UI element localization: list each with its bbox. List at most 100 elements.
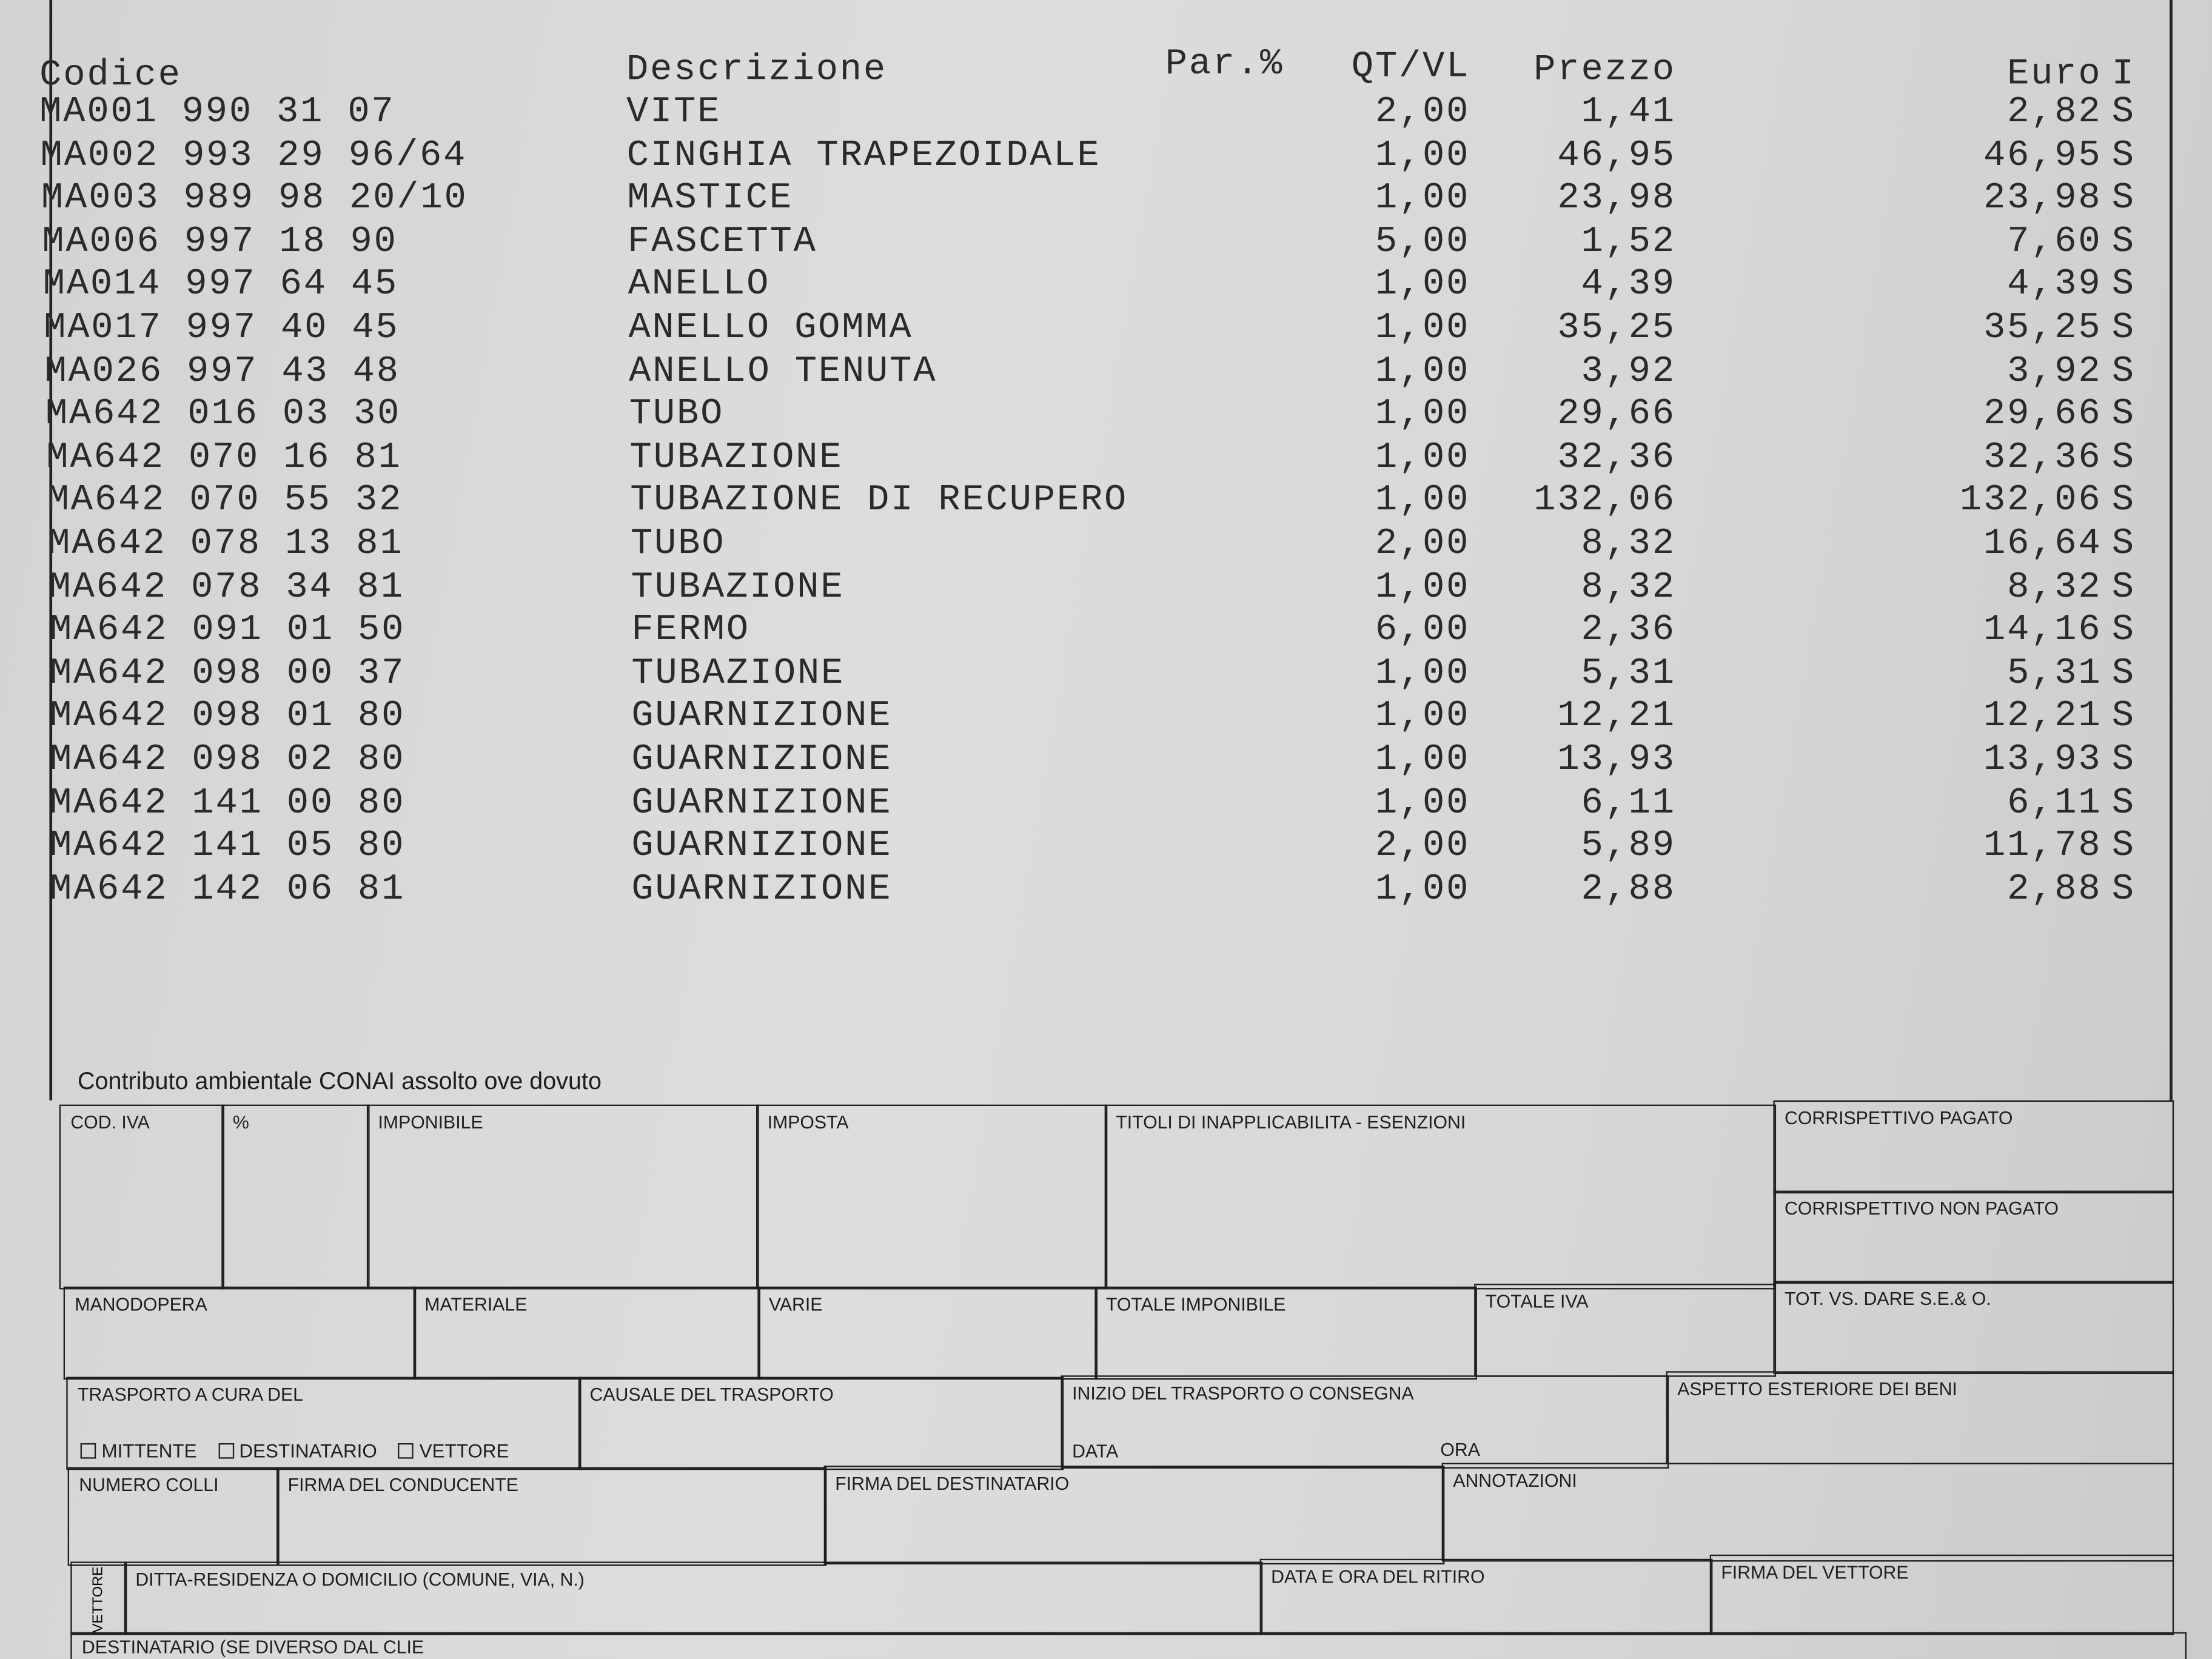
item-code: MA002 993 29 96/64: [40, 133, 468, 176]
item-total: 4,39: [2007, 263, 2102, 306]
item-description: GUARNIZIONE: [631, 824, 893, 866]
label: TOTALE IMPONIBILE: [1105, 1293, 1286, 1315]
item-vat: S: [2111, 737, 2136, 780]
percent-cell: %: [221, 1104, 370, 1290]
totale-iva-cell: TOTALE IVA: [1474, 1284, 1777, 1377]
item-vat: S: [2111, 435, 2136, 478]
item-price: 5,31: [1581, 651, 1676, 694]
table-row: MA003 989 98 20/10 MASTICE 1,00 23,98 23,98 S: [0, 176, 2212, 219]
item-price: 1,41: [1581, 90, 1676, 133]
checkbox-icon: [218, 1443, 234, 1459]
item-total: 16,64: [1983, 521, 2102, 565]
item-vat: S: [2111, 824, 2136, 866]
item-total: 132,06: [1959, 478, 2102, 521]
label: ANNOTAZIONI: [1453, 1470, 1577, 1492]
table-row: MA642 016 03 30 TUBO 1,00 29,66 29,66 S: [0, 392, 2212, 435]
item-code: MA017 997 40 45: [44, 306, 400, 349]
item-description: CINGHIA TRAPEZOIDALE: [626, 133, 1101, 176]
firma-vettore-cell: FIRMA DEL VETTORE: [1709, 1554, 2174, 1635]
label: DESTINATARIO (SE DIVERSO DAL CLIE: [81, 1636, 424, 1658]
item-description: GUARNIZIONE: [631, 694, 893, 737]
destinatario-cell: DESTINATARIO (SE DIVERSO DAL CLIE: [70, 1632, 2187, 1659]
table-row: MA642 098 02 80 GUARNIZIONE 1,00 13,93 13,93…: [0, 738, 2212, 780]
vettore-side-cell: VETTORE: [70, 1561, 127, 1635]
numero-colli-cell: NUMERO COLLI: [67, 1467, 280, 1566]
item-price: 35,25: [1557, 306, 1676, 349]
vettore-vertical-label: VETTORE: [91, 1566, 107, 1633]
item-qty: 1,00: [1375, 694, 1470, 737]
manodopera-cell: MANODOPERA: [63, 1286, 417, 1380]
item-qty: 1,00: [1375, 349, 1470, 392]
item-vat: S: [2111, 392, 2136, 435]
trasporto-cell: TRASPORTO A CURA DEL MITTENTE DESTINATAR…: [66, 1376, 581, 1470]
table-row: MA017 997 40 45 ANELLO GOMMA 1,00 35,25 35,2…: [0, 306, 2212, 349]
item-description: GUARNIZIONE: [631, 867, 893, 910]
item-description: FERMO: [631, 608, 750, 651]
item-total: 7,60: [2007, 220, 2102, 263]
checkbox-icon: [398, 1443, 414, 1459]
item-code: MA642 142 06 81: [49, 867, 406, 910]
label: FIRMA DEL VETTORE: [1721, 1561, 1909, 1583]
checkbox-icon: [80, 1443, 96, 1459]
label: DITTA-RESIDENZA O DOMICILIO (COMUNE, VIA…: [135, 1569, 585, 1590]
item-description: GUARNIZIONE: [631, 780, 893, 823]
mittente-checkbox[interactable]: MITTENTE: [80, 1440, 197, 1462]
item-qty: 1,00: [1375, 651, 1470, 694]
label: TRASPORTO A CURA DEL: [77, 1384, 303, 1406]
vettore-checkbox[interactable]: VETTORE: [398, 1440, 509, 1461]
item-qty: 1,00: [1375, 133, 1470, 176]
item-description: GUARNIZIONE: [631, 737, 893, 780]
table-row: MA642 098 00 37 TUBAZIONE 1,00 5,31 5,31 S: [0, 651, 2212, 694]
label: TOT. VS. DARE S.E.& O.: [1785, 1288, 1991, 1309]
item-total: 12,21: [1983, 694, 2102, 737]
table-row: MA642 141 05 80 GUARNIZIONE 2,00 5,89 11,78 S: [0, 824, 2212, 866]
table-row: MA642 142 06 81 GUARNIZIONE 1,00 2,88 2,88 S: [0, 867, 2212, 910]
item-price: 1,52: [1581, 220, 1676, 263]
label: DESTINATARIO: [239, 1440, 377, 1462]
item-description: MASTICE: [627, 176, 794, 220]
item-price: 23,98: [1557, 176, 1676, 220]
destinatario-checkbox[interactable]: DESTINATARIO: [218, 1440, 377, 1461]
table-row: MA026 997 43 48 ANELLO TENUTA 1,00 3,92 3,92…: [0, 349, 2212, 392]
item-vat: S: [2111, 263, 2136, 306]
item-vat: S: [2111, 780, 2136, 823]
item-description: VITE: [626, 90, 722, 133]
table-row: MA002 993 29 96/64 CINGHIA TRAPEZOIDALE 1,…: [0, 133, 2212, 176]
item-total: 8,32: [2007, 565, 2102, 608]
item-price: 13,93: [1557, 737, 1676, 780]
item-vat: S: [2111, 478, 2136, 521]
label: INIZIO DEL TRASPORTO O CONSEGNA: [1072, 1382, 1414, 1404]
varie-cell: VARIE: [757, 1286, 1098, 1380]
item-qty: 1,00: [1375, 176, 1470, 220]
item-qty: 6,00: [1375, 608, 1470, 651]
item-total: 46,95: [1983, 133, 2102, 176]
item-qty: 1,00: [1375, 392, 1470, 435]
item-vat: S: [2111, 220, 2136, 263]
table-row: MA014 997 64 45 ANELLO 1,00 4,39 4,39 S: [0, 263, 2212, 306]
table-row: MA642 091 01 50 FERMO 6,00 2,36 14,16 S: [0, 608, 2212, 651]
item-price: 132,06: [1533, 478, 1676, 521]
annotazioni-cell: ANNOTAZIONI: [1441, 1463, 2174, 1562]
titoli-cell: TITOLI DI INAPPLICABILITA - ESENZIONI: [1104, 1104, 1777, 1290]
label: %: [232, 1111, 249, 1133]
label: MITTENTE: [101, 1440, 197, 1462]
firma-destinatario-cell: FIRMA DEL DESTINATARIO: [823, 1466, 1445, 1565]
item-total: 2,82: [2007, 90, 2102, 133]
imponibile-cell: IMPONIBILE: [366, 1104, 759, 1290]
ditta-cell: DITTA-RESIDENZA O DOMICILIO (COMUNE, VIA…: [124, 1561, 1263, 1635]
header-code: Codice: [39, 53, 182, 96]
item-code: MA642 141 00 80: [49, 780, 406, 823]
item-code: MA026 997 43 48: [44, 349, 400, 392]
item-code: MA642 091 01 50: [49, 608, 406, 651]
item-vat: S: [2111, 349, 2136, 392]
item-vat: S: [2111, 565, 2136, 608]
header-price: Prezzo: [1533, 48, 1676, 90]
label: TOTALE IVA: [1485, 1290, 1589, 1312]
item-code: MA642 141 05 80: [49, 824, 406, 866]
label: VARIE: [768, 1293, 823, 1315]
label: IMPONIBILE: [378, 1111, 483, 1133]
table-row: MA006 997 18 90 FASCETTA 5,00 1,52 7,60 S: [0, 220, 2212, 262]
label: MANODOPERA: [75, 1293, 207, 1315]
item-vat: S: [2111, 133, 2136, 176]
item-total: 35,25: [1983, 306, 2102, 349]
